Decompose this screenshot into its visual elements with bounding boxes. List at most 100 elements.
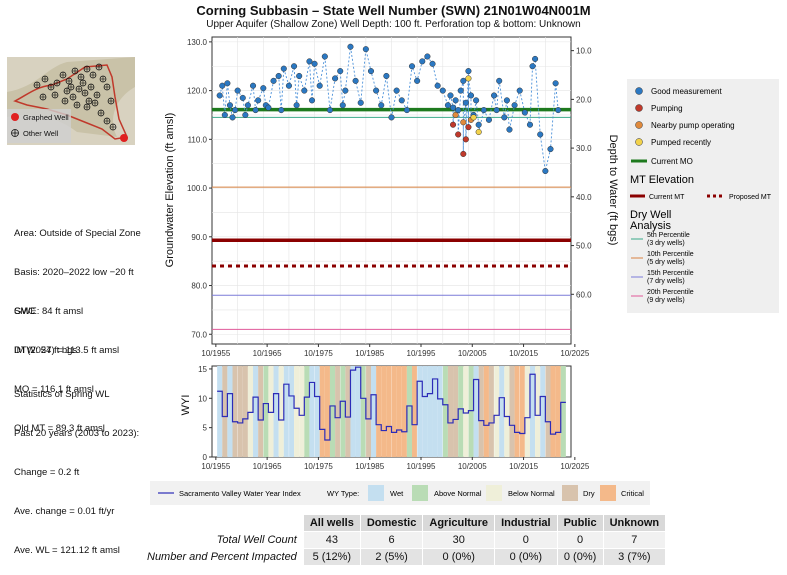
measurement-point	[475, 121, 482, 128]
wy-type-band	[463, 366, 469, 457]
area-text: Area: Outside of Special Zone	[14, 228, 141, 239]
measurement-point	[455, 107, 462, 114]
wy-type-band	[524, 366, 530, 457]
wy-type-band	[247, 366, 254, 457]
y-tick-label: 100.0	[187, 184, 208, 193]
wy-legend-dry: Dry	[583, 489, 595, 498]
legend-p20-b: (9 dry wells)	[647, 297, 685, 304]
measurement-point	[278, 107, 285, 114]
measurement-point	[473, 97, 480, 104]
wy-type-band	[304, 366, 310, 457]
area-info: Area: Outside of Special Zone Basis: 202…	[14, 201, 141, 370]
measurement-point	[447, 92, 454, 99]
measurement-point	[419, 58, 426, 65]
measurement-point	[373, 87, 380, 94]
wy-legend: Sacramento Valley Water Year Index WY Ty…	[150, 481, 650, 505]
table-row: Number and Percent Impacted 5 (12%) 2 (5…	[140, 548, 667, 566]
measurement-point	[403, 107, 410, 114]
measurement-point	[465, 68, 472, 75]
wy-type-band	[381, 366, 387, 457]
legend-graphic: Good measurement Pumping Nearby pump ope…	[630, 87, 772, 304]
measurement-point	[516, 87, 523, 94]
x-tick-label: 10/1985	[355, 349, 384, 358]
measurement-point	[265, 104, 272, 111]
wy-type-band	[391, 366, 397, 457]
x-tick-label: 10/2015	[509, 349, 538, 358]
y-tick-label: 110.0	[188, 135, 208, 144]
y2-tick-label: 50.0	[576, 242, 592, 251]
legend-pumping-marker	[635, 104, 643, 112]
table-corner	[140, 514, 304, 532]
wy-type-band	[504, 366, 510, 457]
wy-type-band	[483, 366, 489, 457]
legend-current-mo: Current MO	[651, 157, 693, 166]
wyi-x-tick-label: 10/1985	[355, 462, 384, 471]
measurement-point	[547, 146, 554, 153]
wy-type-band	[345, 366, 351, 457]
wyi-y-tick-label: 5	[203, 424, 208, 433]
wy-type-band	[519, 366, 525, 457]
measurement-point	[465, 124, 472, 131]
dtw-text: DTW: 54 ft bgs	[14, 345, 78, 356]
wyi-y-tick-label: 0	[203, 453, 208, 462]
measurement-point	[460, 119, 467, 126]
smc-info: SMC IM (2027) = 113.5 ft amsl MO = 116.1…	[14, 279, 119, 448]
row-label: Number and Percent Impacted	[140, 548, 304, 566]
measurement-point	[555, 107, 562, 114]
wy-type-band	[417, 366, 423, 457]
x-tick-label: 10/2005	[458, 349, 487, 358]
y-tick-label: 130.0	[187, 38, 208, 47]
wy-type-band	[232, 366, 238, 457]
measurement-point	[234, 87, 241, 94]
col-agriculture: Agriculture	[422, 514, 496, 532]
smc-title: SMC	[14, 306, 36, 317]
gwe-text: GWE: 84 ft amsl	[14, 306, 84, 317]
measurement-point	[249, 82, 257, 89]
measurement-point	[260, 85, 267, 92]
wy-type-band	[453, 366, 459, 457]
legend-nearby-marker	[635, 121, 643, 129]
measurement-point	[457, 87, 464, 94]
legend-mt-title: MT Elevation	[630, 174, 694, 186]
measurement-point	[242, 111, 249, 119]
summary-table-wrap: All wells Domestic Agriculture Industria…	[140, 514, 667, 566]
col-all-wells: All wells	[302, 514, 361, 532]
measurement-point	[393, 87, 400, 94]
measurement-point	[462, 99, 469, 106]
wy-type-band	[468, 366, 474, 457]
wy-type-band	[550, 366, 556, 457]
measurement-point	[280, 65, 287, 72]
table-cell: 6	[359, 531, 424, 549]
mo-text: MO = 116.1 ft amsl	[14, 384, 94, 395]
measurement-point	[511, 102, 518, 109]
col-public: Public	[556, 514, 604, 532]
y2-tick-label: 20.0	[576, 95, 592, 104]
measurement-point	[337, 68, 344, 75]
legend-good-marker	[635, 87, 643, 95]
wy-type-band	[217, 366, 223, 457]
measurement-point	[460, 150, 467, 158]
measurement-point	[252, 107, 259, 114]
legend-pumping: Pumping	[651, 104, 683, 113]
chart-subtitle: Upper Aquifer (Shallow Zone) Well Depth:…	[206, 19, 581, 30]
y2-tick-label: 60.0	[576, 290, 592, 299]
wy-type-band	[350, 366, 356, 457]
wy-type-band	[422, 366, 428, 457]
measurement-point	[275, 72, 282, 80]
measurement-point	[367, 68, 375, 75]
table-cell: 43	[302, 531, 361, 549]
wy-type-band	[268, 366, 274, 457]
wy-legend-above: Above Normal	[434, 489, 482, 498]
wy-type-band	[227, 366, 233, 457]
measurement-point	[470, 114, 477, 121]
measurement-point	[306, 58, 313, 65]
wy-type-band	[365, 366, 371, 457]
measurement-point	[455, 131, 462, 138]
wy-type-band	[406, 366, 413, 457]
wy-legend-above-swatch	[412, 485, 428, 501]
wy-type-band	[545, 366, 551, 457]
table-cell: 2 (5%)	[359, 548, 424, 566]
wy-legend-critical-swatch	[600, 485, 616, 501]
legend-p5-a: 5th Percentile	[647, 232, 690, 239]
